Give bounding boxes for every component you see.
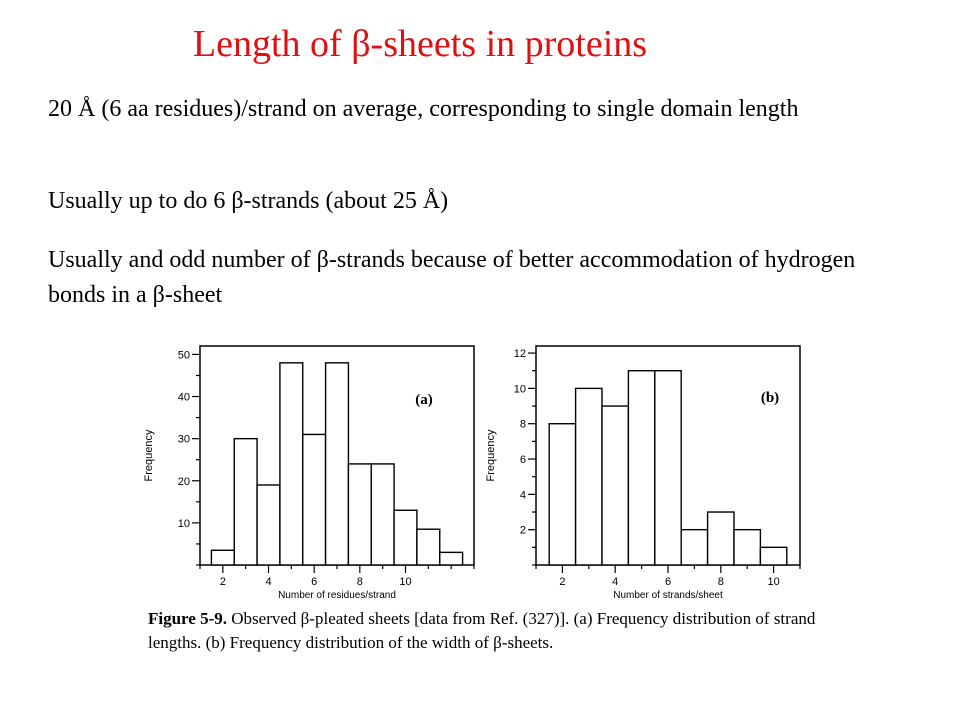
bar-b-7 [680, 528, 709, 566]
bullet-odd-number: Usually and odd number of β-strands beca… [48, 247, 856, 308]
bar-b-5 [627, 370, 656, 566]
bar-a-11 [416, 528, 441, 566]
bar-a-7 [324, 362, 350, 566]
ylabel-b: Frequency [485, 429, 497, 481]
xtick-label-b: 2 [559, 576, 565, 588]
xtick-label-a: 6 [311, 576, 317, 588]
ytick-label-b: 6 [520, 454, 526, 466]
ylabel-a: Frequency [143, 429, 155, 481]
bar-a-2 [210, 549, 235, 566]
bar-a-3 [233, 437, 258, 566]
ytick-label-a: 40 [178, 392, 190, 404]
ytick-label-a: 10 [178, 518, 190, 530]
xtick-label-b: 8 [718, 576, 724, 588]
xtick-label-a: 10 [399, 576, 411, 588]
bar-a-4 [256, 484, 281, 566]
ytick-label-b: 4 [520, 489, 526, 501]
ytick-label-a: 50 [178, 349, 190, 361]
ytick-label-a: 30 [178, 434, 190, 446]
xlabel-a: Number of residues/strand [278, 590, 396, 601]
bar-b-3 [574, 387, 603, 566]
ytick-label-b: 8 [520, 419, 526, 431]
xtick-label-b: 4 [612, 576, 618, 588]
panel-label-b: (b) [761, 390, 779, 406]
bar-b-8 [706, 511, 735, 566]
ytick-label-b: 10 [514, 383, 526, 395]
bar-b-10 [759, 546, 788, 566]
ytick-label-a: 20 [178, 476, 190, 488]
xtick-label-b: 10 [767, 576, 779, 588]
slide-title: Length of β-sheets in proteins [192, 23, 648, 65]
ytick-label-b: 12 [514, 348, 526, 360]
bar-a-9 [370, 463, 395, 566]
bar-a-8 [347, 463, 372, 566]
bar-b-2 [548, 423, 577, 566]
xtick-label-a: 8 [357, 576, 363, 588]
xlabel-b: Number of strands/sheet [613, 590, 723, 601]
xtick-label-a: 2 [220, 576, 226, 588]
panel-label-a: (a) [415, 392, 433, 408]
figure-caption: Figure 5-9. Observed β-pleated sheets [d… [148, 607, 838, 655]
bullet-strand-length: 20 Å (6 aa residues)/strand on average, … [48, 96, 799, 122]
xtick-label-a: 4 [265, 576, 271, 588]
bar-a-12 [439, 551, 464, 566]
figure-caption-text: Observed β-pleated sheets [data from Ref… [148, 609, 816, 652]
ytick-label-b: 2 [520, 525, 526, 537]
figure-caption-label: Figure 5-9. [148, 609, 228, 628]
xtick-label-b: 6 [665, 576, 671, 588]
bar-a-10 [393, 509, 418, 566]
bar-b-4 [601, 405, 630, 566]
bar-b-6 [654, 370, 682, 566]
bar-a-5 [279, 362, 304, 566]
bar-a-6 [302, 433, 327, 566]
bullet-strand-count: Usually up to do 6 β-strands (about 25 Å… [48, 188, 449, 214]
bar-b-9 [733, 528, 762, 566]
